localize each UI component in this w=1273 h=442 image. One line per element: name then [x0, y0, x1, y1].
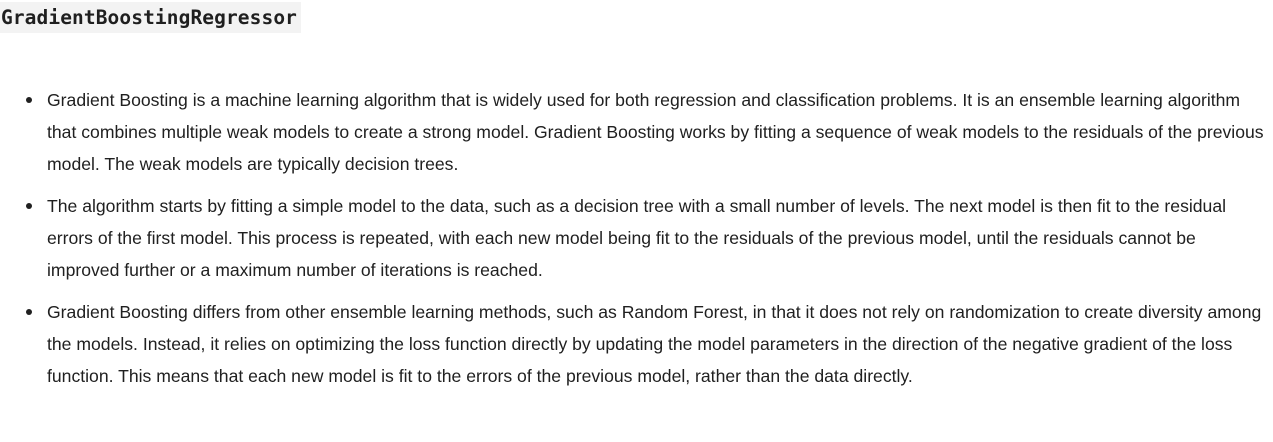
- list-item-text: Gradient Boosting differs from other ens…: [47, 302, 1262, 386]
- list-item: Gradient Boosting is a machine learning …: [26, 84, 1265, 180]
- bullet-dot-icon: [26, 203, 32, 209]
- code-title: GradientBoostingRegressor: [0, 2, 301, 33]
- list-item: The algorithm starts by fitting a simple…: [26, 190, 1265, 286]
- bullet-dot-icon: [26, 97, 32, 103]
- list-item-text: The algorithm starts by fitting a simple…: [47, 196, 1227, 280]
- list-item-text: Gradient Boosting is a machine learning …: [47, 90, 1264, 174]
- bullet-list: Gradient Boosting is a machine learning …: [26, 84, 1265, 402]
- bullet-dot-icon: [26, 309, 32, 315]
- list-item: Gradient Boosting differs from other ens…: [26, 296, 1265, 392]
